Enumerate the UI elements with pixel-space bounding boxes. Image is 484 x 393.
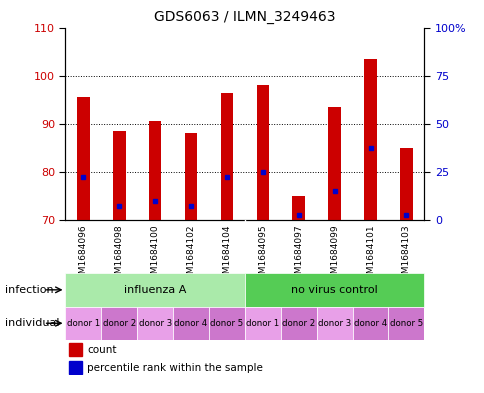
Text: donor 2: donor 2 bbox=[103, 319, 136, 328]
Bar bbox=[363, 59, 376, 220]
Text: count: count bbox=[87, 345, 116, 355]
Bar bbox=[184, 133, 197, 220]
Text: infection: infection bbox=[5, 285, 53, 295]
Bar bbox=[328, 107, 340, 220]
Text: influenza A: influenza A bbox=[124, 285, 186, 295]
Bar bbox=[244, 273, 424, 307]
Text: GSM1684098: GSM1684098 bbox=[115, 224, 123, 285]
Text: percentile rank within the sample: percentile rank within the sample bbox=[87, 362, 262, 373]
Text: donor 3: donor 3 bbox=[138, 319, 171, 328]
Bar bbox=[101, 307, 137, 340]
Text: GSM1684103: GSM1684103 bbox=[401, 224, 410, 285]
Text: individual: individual bbox=[5, 318, 59, 328]
Bar bbox=[352, 307, 388, 340]
Bar bbox=[316, 307, 352, 340]
Text: donor 4: donor 4 bbox=[353, 319, 386, 328]
Bar bbox=[65, 273, 244, 307]
Title: GDS6063 / ILMN_3249463: GDS6063 / ILMN_3249463 bbox=[154, 10, 335, 24]
Text: donor 1: donor 1 bbox=[246, 319, 279, 328]
Bar bbox=[388, 307, 424, 340]
Bar bbox=[137, 307, 173, 340]
Text: GSM1684104: GSM1684104 bbox=[222, 224, 231, 285]
Text: GSM1684100: GSM1684100 bbox=[151, 224, 159, 285]
Text: GSM1684101: GSM1684101 bbox=[365, 224, 374, 285]
Text: donor 3: donor 3 bbox=[318, 319, 350, 328]
Bar bbox=[65, 307, 101, 340]
Text: donor 5: donor 5 bbox=[389, 319, 422, 328]
Bar bbox=[69, 361, 81, 373]
Bar bbox=[149, 121, 161, 220]
Text: no virus control: no virus control bbox=[291, 285, 377, 295]
Bar bbox=[77, 97, 90, 220]
Text: GSM1684102: GSM1684102 bbox=[186, 224, 195, 285]
Text: donor 2: donor 2 bbox=[282, 319, 315, 328]
Bar bbox=[244, 307, 280, 340]
Text: GSM1684099: GSM1684099 bbox=[330, 224, 338, 285]
Text: donor 4: donor 4 bbox=[174, 319, 207, 328]
Bar bbox=[220, 92, 233, 220]
Bar bbox=[69, 343, 81, 356]
Bar bbox=[292, 196, 304, 220]
Text: donor 5: donor 5 bbox=[210, 319, 243, 328]
Bar bbox=[173, 307, 209, 340]
Bar bbox=[256, 85, 269, 220]
Text: GSM1684096: GSM1684096 bbox=[79, 224, 88, 285]
Bar bbox=[113, 131, 125, 220]
Bar bbox=[280, 307, 316, 340]
Text: donor 1: donor 1 bbox=[67, 319, 100, 328]
Bar bbox=[209, 307, 244, 340]
Bar bbox=[399, 148, 412, 220]
Text: GSM1684097: GSM1684097 bbox=[294, 224, 302, 285]
Text: GSM1684095: GSM1684095 bbox=[258, 224, 267, 285]
